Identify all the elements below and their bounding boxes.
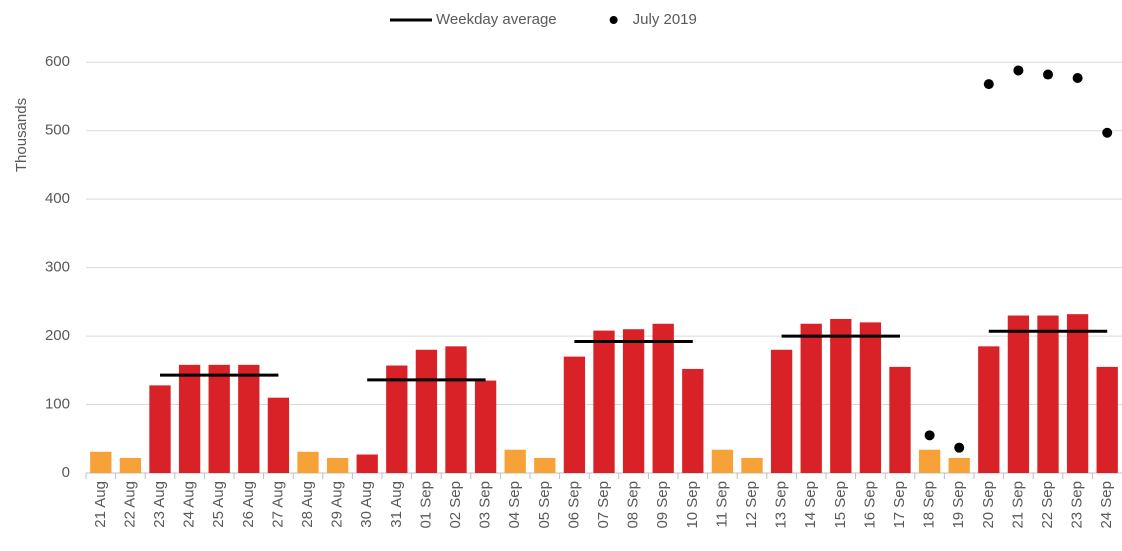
x-tick-label: 05 Sep [536,481,553,529]
bar [830,318,852,473]
x-tick-label: 24 Aug [181,481,198,528]
bar [978,346,1000,473]
x-tick-label: 22 Sep [1039,481,1056,529]
y-axis-label: Thousands [13,98,30,172]
x-tick-label: 12 Sep [743,481,760,529]
x-tick-label: 11 Sep [713,481,730,527]
bar [948,457,970,473]
y-tick-label: 500 [45,122,70,139]
bar [622,329,645,473]
point [924,430,935,441]
bar [267,397,290,473]
bar [741,457,763,473]
y-tick-label: 300 [45,259,70,276]
x-tick-label: 07 Sep [595,481,612,529]
x-tick-label: 23 Sep [1069,481,1086,529]
x-tick-label: 14 Sep [802,481,819,529]
bar [563,356,586,473]
bar [326,457,349,473]
x-tick-label: 09 Sep [654,481,671,529]
x-tick-label: 27 Aug [269,481,286,528]
bar [889,366,911,473]
bar [445,346,467,473]
point [1072,72,1083,83]
bar [711,449,734,473]
bar [1066,314,1089,473]
x-tick-label: 19 Sep [950,481,967,529]
x-tick-label: 01 Sep [417,481,434,529]
y-tick-label: 400 [45,190,70,207]
y-tick-label: 600 [45,53,70,70]
x-tick-label: 08 Sep [625,481,642,529]
bar [119,457,142,473]
x-tick-label: 31 Aug [388,481,405,528]
average-line [160,329,1108,382]
x-tick-label: 06 Sep [565,481,582,529]
x-tick-label: 18 Sep [921,481,938,529]
bar [504,449,526,473]
bar [1007,315,1030,473]
point [1102,127,1113,138]
x-tick-label: 21 Aug [92,481,109,528]
x-tick-label: 10 Sep [684,481,701,529]
x-tick-label: 26 Aug [240,481,257,528]
x-tick-label: 02 Sep [447,481,464,529]
x-tick-label: 22 Aug [121,481,138,528]
x-tick-label: 25 Aug [210,481,227,528]
x-tick-label: 20 Sep [980,481,997,529]
bar [415,349,438,473]
bar [593,330,615,473]
point [954,442,965,453]
bar [297,451,319,473]
bar [356,454,378,473]
x-tick-label: 21 Sep [1009,481,1026,529]
bar [1037,315,1059,473]
bar [800,323,822,473]
legend-label: July 2019 [633,11,697,28]
legend-label: Weekday average [436,11,557,28]
bar [386,365,408,473]
x-tick-label: 29 Aug [329,481,346,528]
x-tick-label: 23 Aug [151,481,168,528]
bar [208,364,230,473]
y-tick-label: 0 [62,464,70,481]
x-tick-label: 16 Sep [861,481,878,529]
bar [238,364,260,473]
bar [474,380,497,473]
bar [859,322,882,473]
x-tick-label: 17 Sep [891,481,908,529]
bar [682,368,704,473]
bar [149,385,171,473]
bar [918,449,941,473]
x-tick-label: 04 Sep [506,481,523,529]
bar [1096,366,1118,473]
y-tick-label: 200 [45,327,70,344]
bar [178,364,201,473]
x-tick-label: 30 Aug [358,481,375,528]
bar [90,451,112,473]
x-tick-label: 24 Sep [1098,481,1115,529]
y-tick-label: 100 [45,396,70,413]
point [983,79,994,90]
bar [534,457,556,473]
x-tick-label: 03 Sep [477,481,494,529]
x-tick-label: 28 Aug [299,481,316,528]
x-tick-label: 13 Sep [773,481,790,529]
point [1043,69,1053,80]
bar [652,323,674,473]
bar [770,349,793,473]
legend-dot [609,16,618,24]
x-tick-label: 15 Sep [832,481,849,529]
point [1013,65,1024,76]
